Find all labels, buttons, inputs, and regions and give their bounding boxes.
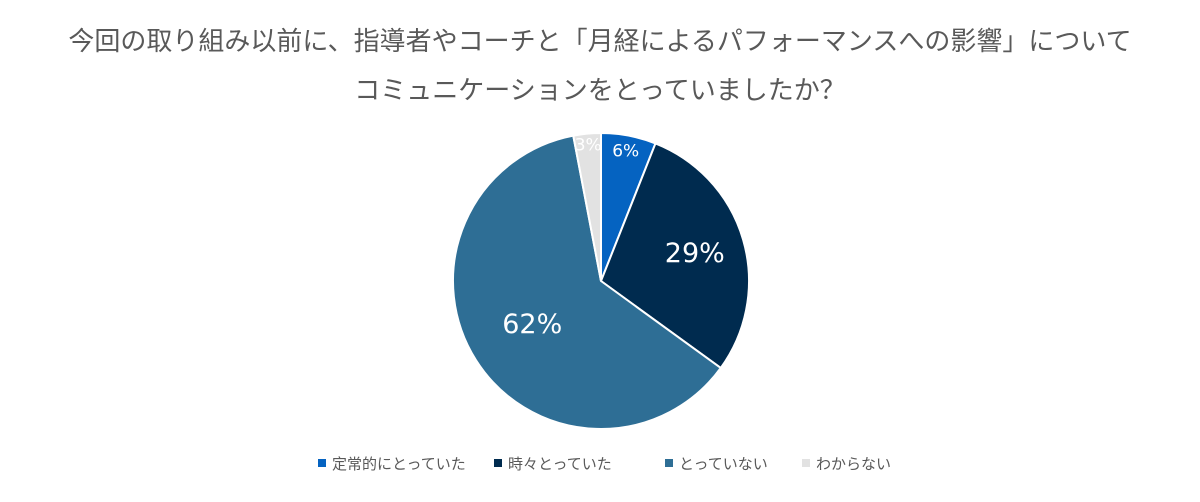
chart-title-line-1: 今回の取り組み以前に、指導者やコーチと「月経によるパフォーマンスへの影響」につい…: [68, 27, 1131, 57]
legend-label-regularly: 定常的にとっていた: [332, 455, 466, 473]
slice-unknown: [572, 131, 602, 282]
data-label-unknown: 3%: [575, 135, 602, 155]
legend-label-sometimes: 時々とっていた: [508, 455, 612, 473]
legend-marker-not: [665, 459, 673, 467]
slice-sometimes: [599, 142, 750, 370]
legend-label-unknown: わからない: [816, 455, 891, 473]
legend-marker-regularly: [318, 459, 326, 467]
legend-marker-unknown: [802, 459, 810, 467]
legend: 定常的にとっていた 時々とっていた とっていない わからない: [318, 455, 891, 473]
legend-marker-sometimes: [494, 459, 502, 467]
data-label-sometimes: 29%: [665, 238, 725, 269]
slice-not: [452, 134, 723, 430]
legend-label-not: とっていない: [679, 455, 768, 473]
chart-title-line-2: コミュニケーションをとっていましたか？: [354, 76, 845, 106]
data-label-not: 62%: [502, 309, 562, 340]
pie-labels: 6% 29% 62% 3%: [502, 135, 725, 340]
pie-slices: [452, 131, 750, 430]
data-label-regularly: 6%: [612, 142, 639, 162]
